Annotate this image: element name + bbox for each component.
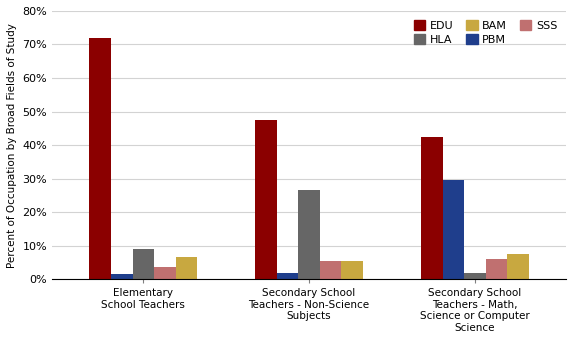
Bar <box>421 137 442 279</box>
Bar <box>89 38 111 279</box>
Bar <box>175 257 197 279</box>
Bar <box>277 273 299 279</box>
Y-axis label: Percent of Occupation by Broad Fields of Study: Percent of Occupation by Broad Fields of… <box>7 23 17 268</box>
Bar <box>464 273 486 279</box>
Bar <box>442 180 464 279</box>
Bar <box>342 261 363 279</box>
Bar <box>255 120 277 279</box>
Legend: EDU, HLA, BAM, PBM, SSS: EDU, HLA, BAM, PBM, SSS <box>411 17 560 48</box>
Bar <box>486 259 507 279</box>
Bar <box>299 190 320 279</box>
Bar <box>154 268 175 279</box>
Bar <box>507 254 529 279</box>
Bar <box>320 261 342 279</box>
Bar <box>132 249 154 279</box>
Bar <box>111 274 132 279</box>
